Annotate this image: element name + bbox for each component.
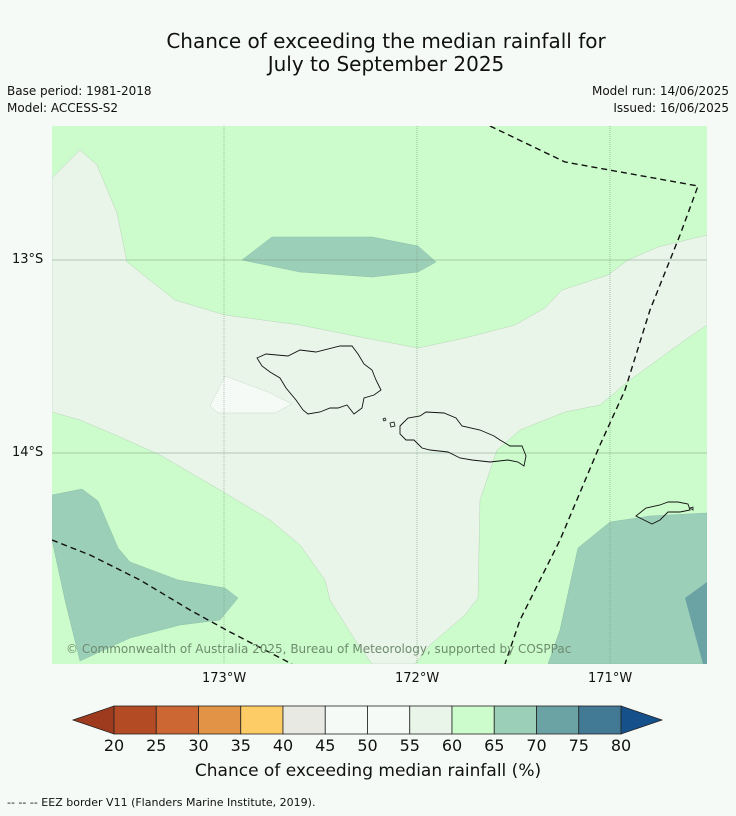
deep-teal-region: [685, 582, 707, 664]
colorbar-tick-label: 35: [230, 736, 251, 755]
colorbar-extend-low: [71, 705, 115, 735]
colorbar-cell: [324, 705, 368, 735]
colorbar-cells: [113, 705, 622, 735]
teal-southwest-region: [52, 488, 239, 662]
colorbar-tick-label: 50: [357, 736, 378, 755]
colorbar-cell: [451, 705, 495, 735]
colorbar-tick-label: 60: [441, 736, 463, 755]
colorbar-cell: [493, 705, 537, 735]
savaii-island-outline: [256, 345, 382, 415]
colorbar-tick-label: 80: [610, 736, 632, 755]
manono-islet-outline: [382, 417, 387, 422]
colorbar-tick-label: 75: [568, 736, 589, 755]
lat-label-13s: 13°S: [12, 252, 44, 267]
colorbar-cell: [409, 705, 453, 735]
tutuila-island-outline: [635, 501, 691, 525]
eez-border: [52, 126, 699, 664]
lon-label-172w: 172°W: [395, 671, 440, 686]
colorbar-tick-label: 45: [315, 736, 336, 755]
colorbar-cell: [113, 705, 157, 735]
map-title: Chance of exceeding the median rainfall …: [0, 30, 736, 76]
pale-band-region: [52, 149, 707, 664]
colorbar-cell: [240, 705, 284, 735]
copyright-notice: © Commonwealth of Australia 2025, Bureau…: [66, 642, 571, 656]
colorbar-tick-label: 30: [188, 736, 209, 755]
aunuu-islet-outline: [689, 506, 694, 511]
teal-southeast-region: [547, 512, 707, 664]
eez-legend-note: -- -- -- EEZ border V11 (Flanders Marine…: [7, 796, 316, 809]
map-area: © Commonwealth of Australia 2025, Bureau…: [52, 126, 707, 664]
upolu-island-outline: [399, 411, 527, 467]
colorbar-cell: [578, 705, 622, 735]
colorbar-cell: [536, 705, 580, 735]
lat-label-14s: 14°S: [12, 445, 44, 460]
colorbar-tick-label: 25: [146, 736, 167, 755]
meta-right: Model run: 14/06/2025 Issued: 16/06/2025: [592, 83, 729, 117]
colorbar-label: Chance of exceeding median rainfall (%): [194, 761, 542, 781]
lon-label-171w: 171°W: [588, 671, 633, 686]
model-run: Model run: 14/06/2025: [591, 84, 729, 98]
white-patch-region: [209, 375, 293, 414]
model-name: Model: ACCESS-S2: [7, 101, 119, 115]
apolima-islet-outline: [389, 421, 396, 428]
title-line-1: Chance of exceeding the median rainfall …: [166, 29, 606, 53]
title-line-2: July to September 2025: [267, 52, 505, 76]
colorbar-cell: [155, 705, 199, 735]
meta-left: Base period: 1981-2018 Model: ACCESS-S2: [7, 83, 152, 117]
graticule: [52, 126, 707, 664]
eez-border-east: [489, 126, 699, 664]
colorbar-extend-high: [620, 705, 664, 735]
eez-border-southwest: [52, 539, 293, 664]
colorbar-cell: [198, 705, 242, 735]
colorbar-cell: [282, 705, 326, 735]
colorbar-tick-label: 40: [272, 736, 294, 755]
issued-date: Issued: 16/06/2025: [613, 101, 729, 115]
colorbar-tick-label: 20: [103, 736, 125, 755]
lon-label-173w: 173°W: [202, 671, 247, 686]
colorbar-tick-label: 65: [484, 736, 505, 755]
colorbar-tick-label: 55: [399, 736, 420, 755]
colorbar-tick-label: 70: [526, 736, 547, 755]
colorbar: [71, 705, 664, 735]
base-period: Base period: 1981-2018: [7, 84, 152, 98]
colorbar-cell: [367, 705, 411, 735]
teal-north-region: [241, 236, 437, 278]
